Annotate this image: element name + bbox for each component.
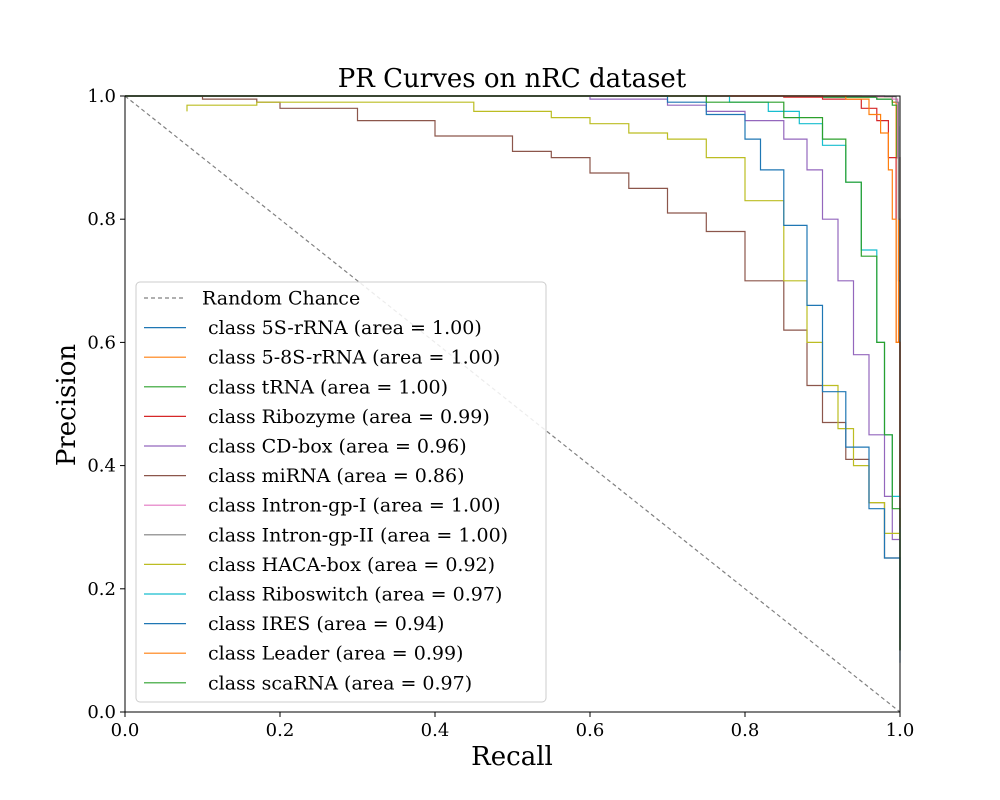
y-tick-label: 0.0 xyxy=(87,702,116,723)
legend-entry-series-12: class scaRNA (area = 0.97) xyxy=(202,672,472,694)
legend-entry-series-10: class IRES (area = 0.94) xyxy=(202,613,444,635)
legend-entry-series-7: class Intron-gp-II (area = 1.00) xyxy=(202,524,508,546)
pr-curve-series-12 xyxy=(125,95,901,651)
legend-entry-series-5: class miRNA (area = 0.86) xyxy=(202,465,465,487)
legend-entry-series-6: class Intron-gp-I (area = 1.00) xyxy=(202,495,501,517)
x-tick-label: 1.0 xyxy=(886,720,915,741)
plot-area: 0.0 0.2 0.4 0.6 0.8 1.0 0.0 0.2 0.4 0.6 0.8 1.0 xyxy=(87,86,914,741)
legend-entry-series-3: class Ribozyme (area = 0.99) xyxy=(202,406,490,428)
legend-entry-series-11: class Leader (area = 0.99) xyxy=(202,643,463,665)
y-tick-label: 0.2 xyxy=(87,579,116,600)
legend-entry-series-1: class 5-8S-rRNA (area = 1.00) xyxy=(202,347,500,369)
y-tick-label: 0.8 xyxy=(87,209,116,230)
legend-entry-series-0: class 5S-rRNA (area = 1.00) xyxy=(202,317,482,339)
x-tick-label: 0.0 xyxy=(111,720,140,741)
legend-box xyxy=(135,281,547,703)
x-tick-label: 0.8 xyxy=(731,720,760,741)
legend-entry-series-4: class CD-box (area = 0.96) xyxy=(202,436,467,458)
y-tick-label: 1.0 xyxy=(87,86,116,107)
legend-entry-series-9: class Riboswitch (area = 0.97) xyxy=(202,584,502,606)
x-tick-label: 0.4 xyxy=(421,720,450,741)
chart-title: PR Curves on nRC dataset xyxy=(338,64,687,94)
x-tick-label: 0.2 xyxy=(266,720,295,741)
pr-curve-series-11 xyxy=(125,95,901,528)
legend: Random Chance class 5S-rRNA (area = 1.00… xyxy=(135,281,547,703)
legend-entry-series-2: class tRNA (area = 1.00) xyxy=(202,376,448,398)
y-axis-label: Precision xyxy=(52,344,82,466)
x-tick-label: 0.6 xyxy=(576,720,605,741)
legend-entry-random-chance: Random Chance xyxy=(202,288,360,310)
pr-curve-series-10 xyxy=(125,95,901,663)
x-axis-label: Recall xyxy=(471,742,553,772)
pr-curve-series-8 xyxy=(186,101,901,620)
y-tick-label: 0.6 xyxy=(87,332,116,353)
axes-frame xyxy=(124,95,901,713)
random-chance-line xyxy=(124,95,901,713)
y-tick-label: 0.4 xyxy=(87,456,116,477)
legend-entry-series-8: class HACA-box (area = 0.92) xyxy=(202,554,495,576)
